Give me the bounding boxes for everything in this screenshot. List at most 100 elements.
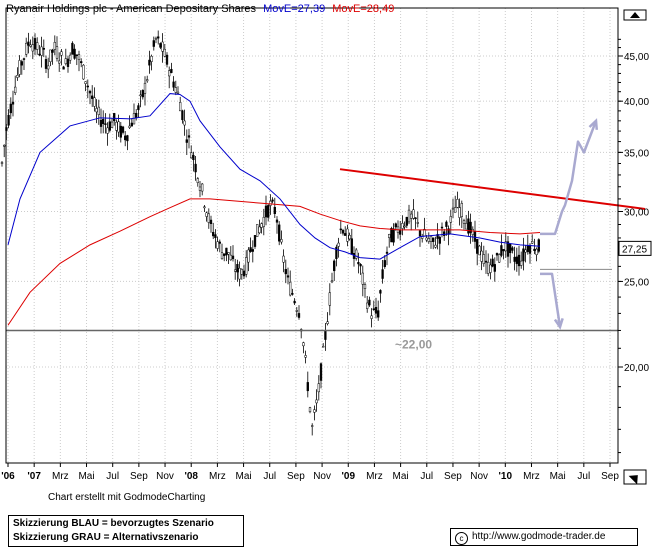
candle-body [520, 260, 523, 266]
candle-body [324, 330, 327, 340]
candle-body [359, 264, 362, 267]
candle-body [242, 270, 246, 277]
y-tick-label: 20,00 [624, 363, 649, 374]
y-tick-label: 35,00 [624, 148, 649, 159]
candle-body [185, 139, 188, 143]
candle-body [157, 36, 160, 39]
candle-body [487, 261, 490, 274]
candle-body [181, 110, 184, 121]
candle-body [187, 135, 191, 138]
candle-body [110, 121, 114, 128]
candle-body [280, 239, 283, 243]
candle-body [62, 66, 65, 70]
candle-body [432, 237, 435, 242]
candle-body [95, 108, 98, 113]
candle-body [511, 247, 514, 251]
candle-body [517, 254, 521, 267]
candle-body [469, 221, 472, 233]
candle-body [64, 58, 67, 64]
candle-body [150, 55, 153, 62]
candle-body [115, 121, 118, 131]
candle-body [366, 302, 369, 309]
candle-body [306, 382, 309, 392]
candle-body [495, 253, 499, 256]
candle-body [14, 86, 17, 93]
last-price-label: 27,25 [622, 244, 647, 255]
candle-body [152, 40, 155, 47]
candle-body [535, 248, 538, 256]
candle-body [484, 260, 488, 263]
candle-body [58, 60, 61, 64]
candle-body [480, 250, 483, 262]
x-tick-label: Mrz [52, 471, 69, 482]
candle-body [86, 85, 89, 88]
candle-body [440, 226, 444, 229]
candle-body [392, 228, 395, 243]
candle-body [502, 249, 505, 252]
ma-red-label: MovE=28,49 [332, 3, 394, 15]
x-tick-label: Mai [236, 471, 252, 482]
candle-body [489, 264, 492, 273]
candle-body [33, 38, 37, 50]
candle-body [240, 269, 243, 275]
candle-body [260, 223, 263, 228]
candle-body [403, 225, 406, 228]
candle-body [99, 119, 103, 127]
x-tick-label: Mai [78, 471, 94, 482]
candle-body [531, 241, 534, 244]
x-tick-label: Mrz [209, 471, 226, 482]
candle-body [38, 53, 41, 56]
candle-body [478, 245, 481, 256]
candle-body [108, 121, 111, 131]
candle-body [313, 409, 316, 413]
candle-body [509, 243, 512, 254]
x-tick-label: Jul [577, 471, 590, 482]
candle-body [454, 207, 457, 213]
candle-body [170, 68, 173, 73]
candle-body [456, 199, 459, 208]
candle-body [458, 207, 461, 218]
candle-body [163, 48, 166, 57]
chart-title-text: Ryanair Holdings plc - American Deposita… [6, 3, 257, 15]
candle-body [460, 203, 463, 217]
candle-body [355, 249, 358, 259]
candle-body [289, 281, 292, 296]
candle-body [278, 224, 281, 242]
candle-body [302, 342, 305, 347]
x-tick-label: Sep [444, 471, 462, 482]
x-tick-label: Sep [287, 471, 305, 482]
chart-grid [6, 8, 618, 463]
x-tick-label: Nov [470, 471, 488, 482]
candle-body [449, 216, 452, 223]
website-link[interactable]: http://www.godmode-trader.de [472, 531, 606, 542]
arrow-icon [628, 475, 638, 485]
support-level-label: ~22,00 [395, 337, 432, 351]
candle-body [390, 228, 393, 243]
candle-body [326, 321, 329, 325]
x-tick-label: Sep [130, 471, 148, 482]
chart-overlays [6, 93, 646, 332]
candle-body [168, 70, 171, 77]
candle-body [203, 206, 206, 209]
candle-body [137, 105, 140, 110]
plot-frame [5, 7, 619, 464]
candle-body [60, 51, 63, 56]
candle-body [308, 407, 312, 413]
candle-body [337, 242, 340, 247]
candle-body [476, 239, 479, 254]
candle-body [333, 260, 336, 272]
candle-body [526, 245, 529, 252]
candle-body [267, 205, 270, 218]
candle-body [295, 310, 298, 312]
candle-body [16, 75, 19, 78]
candle-body [119, 125, 122, 138]
candle-body [522, 248, 525, 262]
candle-body [339, 228, 342, 231]
candle-body [269, 200, 272, 206]
candle-body [315, 399, 318, 404]
candle-body [504, 241, 507, 252]
candle-body [533, 248, 536, 251]
candle-body [286, 275, 290, 278]
candle-body [317, 383, 320, 393]
candle-body [322, 345, 325, 348]
